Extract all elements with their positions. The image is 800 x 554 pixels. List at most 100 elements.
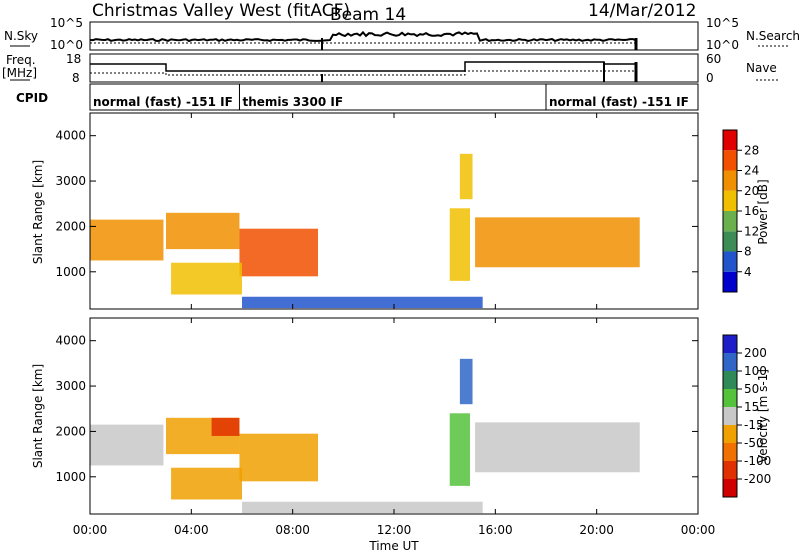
nave-tick-high: 60: [706, 52, 721, 66]
nsky-tick-low: 10^0: [50, 38, 83, 52]
power-colorbar: 28 24 20 16 12 8 4: [722, 129, 759, 293]
colorbar-segment: [723, 389, 737, 407]
range-tick-label: 4000: [55, 129, 86, 143]
colorbar-segment: [723, 479, 737, 497]
nave-trace: [90, 70, 636, 76]
colorbar-tick-label: 100: [744, 364, 767, 378]
velocity-colorbar-label: Velocity [m s-1]: [756, 369, 770, 463]
colorbar-segment: [723, 371, 737, 389]
time-tick-label: 04:00: [174, 523, 209, 537]
colorbar-tick-label: 24: [744, 164, 759, 178]
power-panel: Slant Range [km] 4000 3000 2000 1000 28 24 20…: [31, 112, 770, 310]
echo-region: [239, 228, 318, 277]
colorbar-tick-label: -50: [744, 436, 764, 450]
colorbar-tick-label: 50: [744, 382, 759, 396]
echo-region: [449, 208, 470, 281]
colorbar-segment: [723, 271, 737, 292]
velocity-panel: Slant Range [km] 4000 3000 2000 1000 200 100…: [31, 317, 771, 515]
echo-region: [459, 153, 473, 200]
power-colorbar-label: Power [dB]: [756, 179, 770, 244]
range-tick-label: 1000: [55, 265, 86, 279]
nsky-label: N.Sky: [4, 29, 38, 43]
nsearch-tick-low: 10^0: [706, 38, 739, 52]
power-yticks: 4000 3000 2000 1000: [55, 129, 698, 279]
velocity-ylabel: Slant Range [km]: [31, 364, 45, 468]
range-tick-label: 1000: [55, 470, 86, 484]
echo-region: [171, 467, 242, 500]
freq-strip: Freq. [MHz] 18 8 60 0 Nave: [2, 52, 780, 85]
time-axis-label: Time UT: [368, 539, 419, 553]
range-tick-label: 3000: [55, 379, 86, 393]
cpid-segment-label: themis 3300 IF: [242, 95, 343, 109]
colorbar-tick-label: 28: [744, 143, 759, 157]
colorbar-segment: [723, 231, 737, 252]
cpid-segment-label: normal (fast) -151 IF: [93, 95, 233, 109]
colorbar-frame: [722, 334, 738, 498]
cpid-label: CPID: [16, 91, 48, 105]
colorbar-segment: [723, 150, 737, 171]
colorbar-tick-label: 12: [744, 224, 759, 238]
velocity-heatmap: [90, 358, 640, 514]
colorbar-tick-label: 16: [744, 204, 759, 218]
station-title: Christmas Valley West (fitACF): [92, 1, 350, 21]
freq-tick-low: 8: [72, 71, 80, 85]
colorbar-segment: [723, 425, 737, 443]
nsky-strip-frame: [89, 21, 699, 51]
nsearch-tick-high: 10^5: [706, 16, 739, 30]
colorbar-segment: [723, 335, 737, 353]
echo-region: [475, 217, 640, 268]
nave-label: Nave: [746, 61, 777, 75]
colorbar-tick-label: -15: [744, 418, 764, 432]
colorbar-tick-label: 4: [744, 265, 752, 279]
nsky-strip: N.Sky 10^5 10^0 10^5 10^0 N.Search: [4, 16, 800, 52]
echo-region: [90, 424, 164, 466]
cpid-strip-frame: [89, 83, 699, 111]
colorbar-segment: [723, 251, 737, 272]
range-tick-label: 4000: [55, 334, 86, 348]
echo-region: [242, 296, 483, 309]
time-tick-label: 16:00: [478, 523, 513, 537]
echo-region: [171, 262, 242, 295]
time-tick-label: 12:00: [377, 523, 412, 537]
echo-region: [242, 501, 483, 514]
colorbar-segment: [723, 461, 737, 479]
echo-region: [459, 358, 473, 405]
nsearch-label: N.Search: [746, 29, 800, 43]
echo-region: [475, 422, 640, 473]
colorbar-tick-label: 20: [744, 184, 759, 198]
echo-region: [211, 417, 240, 436]
velocity-yticks: 4000 3000 2000 1000: [55, 334, 698, 484]
range-tick-label: 2000: [55, 424, 86, 438]
cpid-segments: normal (fast) -151 IF themis 3300 IF norma…: [93, 84, 689, 110]
nsky-trace: [89, 30, 637, 43]
colorbar-segment: [723, 170, 737, 191]
range-tick-label: 3000: [55, 174, 86, 188]
colorbar-segment: [723, 407, 737, 425]
echo-region: [90, 219, 164, 261]
colorbar-tick-label: 15: [744, 400, 759, 414]
colorbar-tick-label: -100: [744, 454, 771, 468]
time-axis: 00:00 04:00 08:00 12:00 16:00 20:00 00:00: [73, 113, 715, 537]
colorbar-segment: [723, 130, 737, 151]
date-label: 14/Mar/2012: [588, 1, 696, 21]
colorbar-segment: [723, 190, 737, 211]
power-heatmap: [90, 153, 640, 309]
time-tick-label: 08:00: [275, 523, 310, 537]
freq-trace: [90, 61, 636, 72]
cpid-segment-label: normal (fast) -151 IF: [549, 95, 689, 109]
range-tick-label: 2000: [55, 219, 86, 233]
freq-label: Freq.: [6, 53, 36, 67]
colorbar-segment: [723, 353, 737, 371]
echo-region: [449, 413, 470, 486]
beam-label: Beam 14: [330, 5, 406, 25]
colorbar-segment: [723, 211, 737, 232]
colorbar-segment: [723, 443, 737, 461]
freq-unit-label: [MHz]: [2, 66, 37, 80]
freq-tick-high: 18: [66, 52, 81, 66]
nsky-tick-high: 10^5: [50, 16, 83, 30]
colorbar-tick-label: 200: [744, 346, 767, 360]
power-ylabel: Slant Range [km]: [31, 160, 45, 264]
cpid-strip: CPID normal (fast) -151 IF themis 3300 IF…: [16, 83, 699, 111]
colorbar-tick-label: -200: [744, 472, 771, 486]
